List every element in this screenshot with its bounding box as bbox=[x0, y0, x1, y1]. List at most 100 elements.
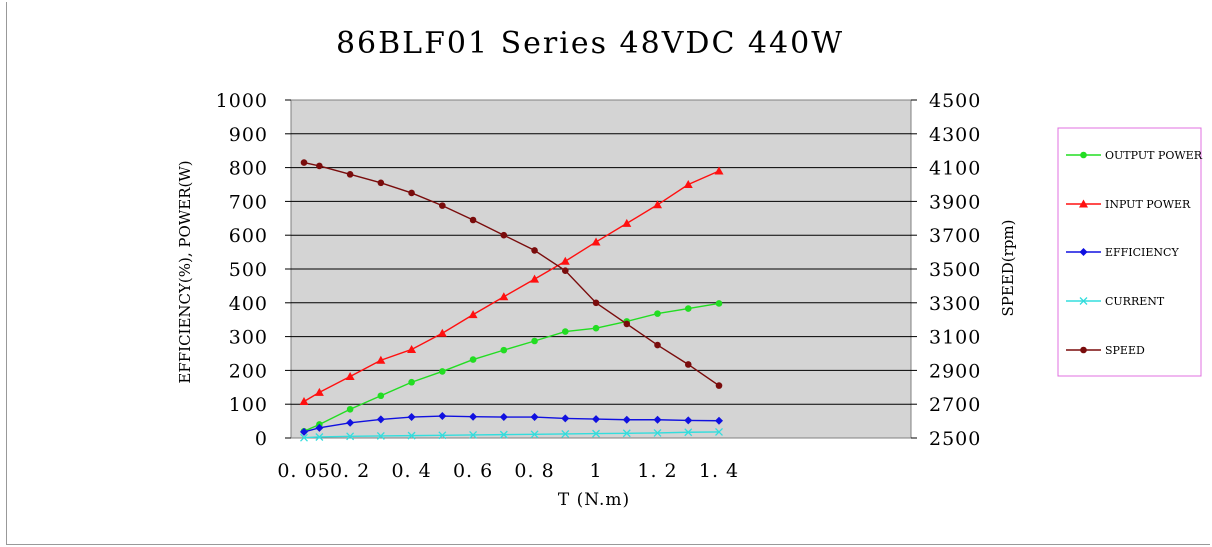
right-tick-label: 4100 bbox=[929, 158, 981, 180]
x-tick-label: 1. 4 bbox=[699, 460, 739, 482]
legend-label: INPUT POWER bbox=[1105, 198, 1191, 211]
right-tick-label: 3900 bbox=[929, 191, 981, 213]
data-point bbox=[683, 180, 693, 188]
data-point bbox=[346, 418, 355, 427]
legend-item: EFFICIENCY bbox=[1066, 246, 1179, 259]
data-point bbox=[469, 430, 478, 439]
right-axis-title: SPEED(rpm) bbox=[999, 220, 1017, 317]
data-point bbox=[377, 392, 385, 400]
legend: OUTPUT POWER INPUT POWER EFFICIENCY CURRENT… bbox=[1066, 149, 1203, 357]
data-point bbox=[684, 305, 692, 312]
data-point bbox=[654, 310, 661, 317]
left-tick-label: 700 bbox=[229, 191, 268, 213]
data-point bbox=[346, 171, 354, 178]
data-point bbox=[437, 328, 447, 337]
series-layer bbox=[299, 159, 724, 442]
data-point bbox=[530, 274, 540, 283]
legend-label: SPEED bbox=[1105, 344, 1145, 357]
data-point bbox=[591, 237, 601, 246]
data-point bbox=[561, 267, 569, 274]
series-input-power bbox=[299, 166, 724, 405]
legend-item: OUTPUT POWER bbox=[1066, 149, 1203, 162]
data-point bbox=[499, 430, 508, 439]
data-point bbox=[715, 382, 723, 389]
data-point bbox=[531, 337, 538, 345]
legend-marker bbox=[1079, 248, 1088, 256]
data-point bbox=[408, 189, 415, 197]
data-point bbox=[346, 405, 354, 413]
x-tick-label: 0. 8 bbox=[514, 460, 554, 482]
data-point bbox=[622, 218, 632, 227]
data-point bbox=[623, 320, 631, 328]
data-point bbox=[346, 432, 355, 441]
data-point bbox=[715, 427, 723, 436]
x-tick-label: 0. 4 bbox=[391, 460, 431, 482]
data-point bbox=[592, 299, 600, 307]
legend-item: CURRENT bbox=[1066, 295, 1165, 308]
data-point bbox=[592, 415, 601, 424]
data-point bbox=[715, 416, 723, 425]
data-point bbox=[377, 179, 385, 187]
x-tick-label: 0. 6 bbox=[453, 460, 493, 482]
left-tick-label: 500 bbox=[229, 259, 268, 281]
data-point bbox=[715, 300, 723, 307]
x-axis-title: T (N.m) bbox=[558, 490, 630, 510]
series-speed bbox=[300, 159, 723, 389]
data-point bbox=[592, 429, 600, 438]
data-point bbox=[654, 341, 661, 349]
data-point bbox=[300, 159, 308, 166]
data-point bbox=[469, 356, 477, 363]
right-tick-label: 3300 bbox=[929, 293, 981, 315]
data-point bbox=[530, 413, 539, 422]
legend-marker bbox=[1080, 346, 1087, 354]
data-point bbox=[499, 292, 509, 301]
data-point bbox=[560, 256, 570, 265]
x-axis-ticks: 0. 05 0. 2 0. 4 0. 6 0. 8 1 1. 2 1. 4 bbox=[277, 460, 739, 482]
data-point bbox=[376, 415, 385, 424]
data-point bbox=[653, 200, 663, 209]
chart-title: 86BLF01 Series 48VDC 440W bbox=[336, 26, 844, 61]
left-tick-label: 200 bbox=[229, 360, 268, 382]
x-tick-label: 0. 2 bbox=[330, 460, 370, 482]
x-tick-label: 1. 2 bbox=[637, 460, 677, 482]
data-point bbox=[561, 429, 570, 438]
data-point bbox=[407, 431, 416, 440]
left-tick-label: 400 bbox=[229, 293, 268, 315]
data-point bbox=[345, 371, 355, 380]
data-point bbox=[531, 247, 538, 254]
series-current bbox=[300, 427, 723, 442]
legend-item: INPUT POWER bbox=[1066, 198, 1191, 211]
right-axis-ticks: 2500 2700 2900 3100 3300 3500 3700 3900 4100 4300… bbox=[911, 90, 981, 450]
data-point bbox=[684, 416, 693, 425]
x-tick-label: 1 bbox=[589, 460, 602, 482]
data-point bbox=[376, 355, 386, 364]
data-point bbox=[653, 428, 662, 437]
data-point bbox=[300, 433, 308, 442]
data-point bbox=[439, 368, 446, 375]
data-point bbox=[439, 202, 446, 209]
data-point bbox=[500, 231, 508, 239]
data-point bbox=[653, 415, 662, 424]
gridlines bbox=[291, 133, 911, 405]
left-tick-label: 600 bbox=[229, 225, 268, 247]
data-point bbox=[469, 412, 478, 421]
data-point bbox=[407, 344, 417, 353]
data-point bbox=[530, 430, 539, 439]
legend-marker bbox=[1080, 151, 1087, 159]
data-point bbox=[622, 429, 631, 438]
series-efficiency bbox=[300, 412, 723, 436]
left-tick-label: 1000 bbox=[216, 90, 268, 112]
legend-marker bbox=[1079, 199, 1088, 208]
left-tick-label: 800 bbox=[229, 158, 268, 180]
data-point bbox=[315, 423, 324, 432]
left-tick-label: 0 bbox=[255, 428, 268, 450]
left-axis-ticks: 0 100 200 300 400 500 600 700 800 900 1000 bbox=[216, 90, 291, 450]
right-tick-label: 3500 bbox=[929, 259, 981, 281]
data-point bbox=[376, 432, 385, 440]
data-point bbox=[438, 412, 447, 421]
legend-item: SPEED bbox=[1066, 344, 1145, 357]
right-tick-label: 4300 bbox=[929, 124, 981, 146]
data-point bbox=[314, 387, 324, 396]
right-tick-label: 4500 bbox=[929, 90, 981, 112]
